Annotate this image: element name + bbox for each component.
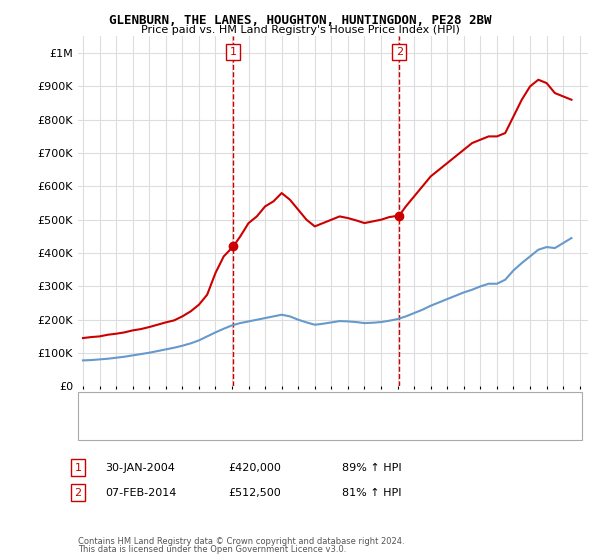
Text: HPI: Average price, detached house, Huntingdonshire: HPI: Average price, detached house, Hunt…	[123, 421, 385, 431]
Text: GLENBURN, THE LANES, HOUGHTON, HUNTINGDON, PE28 2BW (detached house): GLENBURN, THE LANES, HOUGHTON, HUNTINGDO…	[123, 398, 522, 408]
Text: 89% ↑ HPI: 89% ↑ HPI	[342, 463, 401, 473]
Text: ————: ————	[90, 398, 134, 408]
Text: Price paid vs. HM Land Registry's House Price Index (HPI): Price paid vs. HM Land Registry's House …	[140, 25, 460, 35]
Text: ————: ————	[90, 421, 134, 431]
Text: 2: 2	[74, 488, 82, 498]
Text: 07-FEB-2014: 07-FEB-2014	[105, 488, 176, 498]
Text: 30-JAN-2004: 30-JAN-2004	[105, 463, 175, 473]
Text: This data is licensed under the Open Government Licence v3.0.: This data is licensed under the Open Gov…	[78, 545, 346, 554]
Text: 2: 2	[395, 47, 403, 57]
Text: £420,000: £420,000	[228, 463, 281, 473]
Text: 1: 1	[230, 47, 237, 57]
Text: Contains HM Land Registry data © Crown copyright and database right 2024.: Contains HM Land Registry data © Crown c…	[78, 537, 404, 546]
Text: 81% ↑ HPI: 81% ↑ HPI	[342, 488, 401, 498]
Text: 1: 1	[74, 463, 82, 473]
Text: £512,500: £512,500	[228, 488, 281, 498]
Text: GLENBURN, THE LANES, HOUGHTON, HUNTINGDON, PE28 2BW: GLENBURN, THE LANES, HOUGHTON, HUNTINGDO…	[109, 14, 491, 27]
